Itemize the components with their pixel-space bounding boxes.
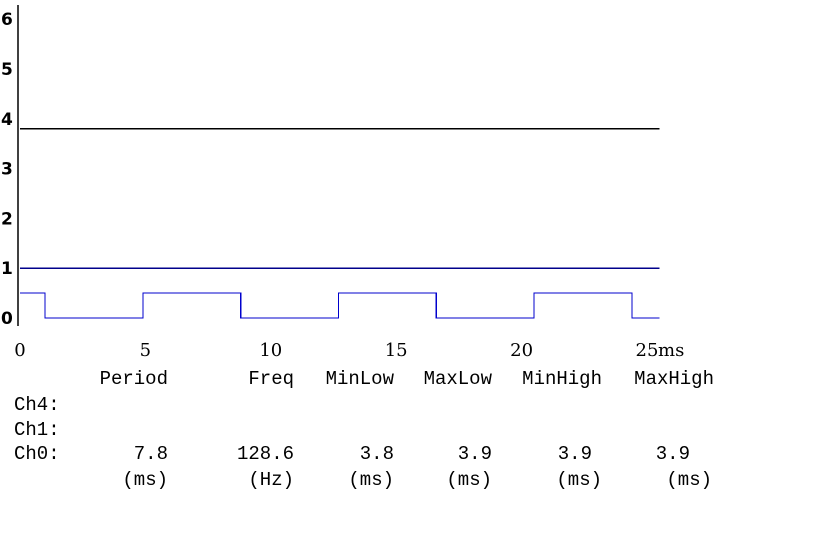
y-tick-label: 2 bbox=[1, 209, 13, 229]
x-tick-label: 20 bbox=[510, 340, 533, 361]
header-minhigh: MinHigh bbox=[522, 368, 602, 390]
series-group bbox=[20, 128, 660, 319]
signal-plot: 0 1 2 3 4 5 6 0 5 10 15 20 25 ms bbox=[1, 5, 684, 361]
header-maxlow: MaxLow bbox=[423, 368, 492, 390]
header-maxhigh: MaxHigh bbox=[634, 368, 714, 390]
unit-maxlow: (ms) bbox=[446, 469, 492, 491]
x-tick-label: 0 bbox=[14, 340, 25, 361]
x-tick-label: 15 bbox=[385, 340, 408, 361]
x-tick-label: 5 bbox=[140, 340, 151, 361]
y-tick-label: 6 bbox=[1, 10, 13, 30]
row-label-ch4: Ch4: bbox=[14, 394, 60, 416]
unit-minhigh: (ms) bbox=[556, 469, 602, 491]
y-tick-label: 1 bbox=[1, 259, 13, 279]
unit-maxhigh: (ms) bbox=[666, 469, 712, 491]
ch0-maxhigh: 3.9 bbox=[655, 443, 690, 465]
ch0-maxlow: 3.9 bbox=[457, 443, 492, 465]
row-label-ch0: Ch0: bbox=[14, 443, 60, 465]
header-minlow: MinLow bbox=[325, 368, 394, 390]
ch0-period: 7.8 bbox=[133, 443, 168, 465]
y-tick-labels: 0 1 2 3 4 5 6 bbox=[1, 10, 13, 329]
y-tick-label: 0 bbox=[1, 309, 13, 329]
y-tick-label: 5 bbox=[1, 60, 13, 80]
header-freq: Freq bbox=[248, 368, 294, 390]
ch0-minlow: 3.8 bbox=[359, 443, 394, 465]
unit-period: (ms) bbox=[122, 469, 168, 491]
unit-minlow: (ms) bbox=[348, 469, 394, 491]
unit-freq: (Hz) bbox=[248, 469, 294, 491]
x-unit-label: ms bbox=[658, 340, 684, 361]
row-label-ch1: Ch1: bbox=[14, 419, 60, 441]
ch0-minhigh: 3.9 bbox=[557, 443, 592, 465]
x-tick-label: 10 bbox=[259, 340, 282, 361]
x-tick-labels: 0 5 10 15 20 25 ms bbox=[14, 340, 684, 361]
y-tick-label: 4 bbox=[1, 110, 13, 130]
ch0-freq: 128.6 bbox=[236, 443, 294, 465]
series-line-ch0 bbox=[20, 292, 660, 319]
header-period: Period bbox=[99, 368, 168, 390]
y-tick-label: 3 bbox=[1, 160, 13, 180]
x-tick-label: 25 bbox=[636, 340, 659, 361]
